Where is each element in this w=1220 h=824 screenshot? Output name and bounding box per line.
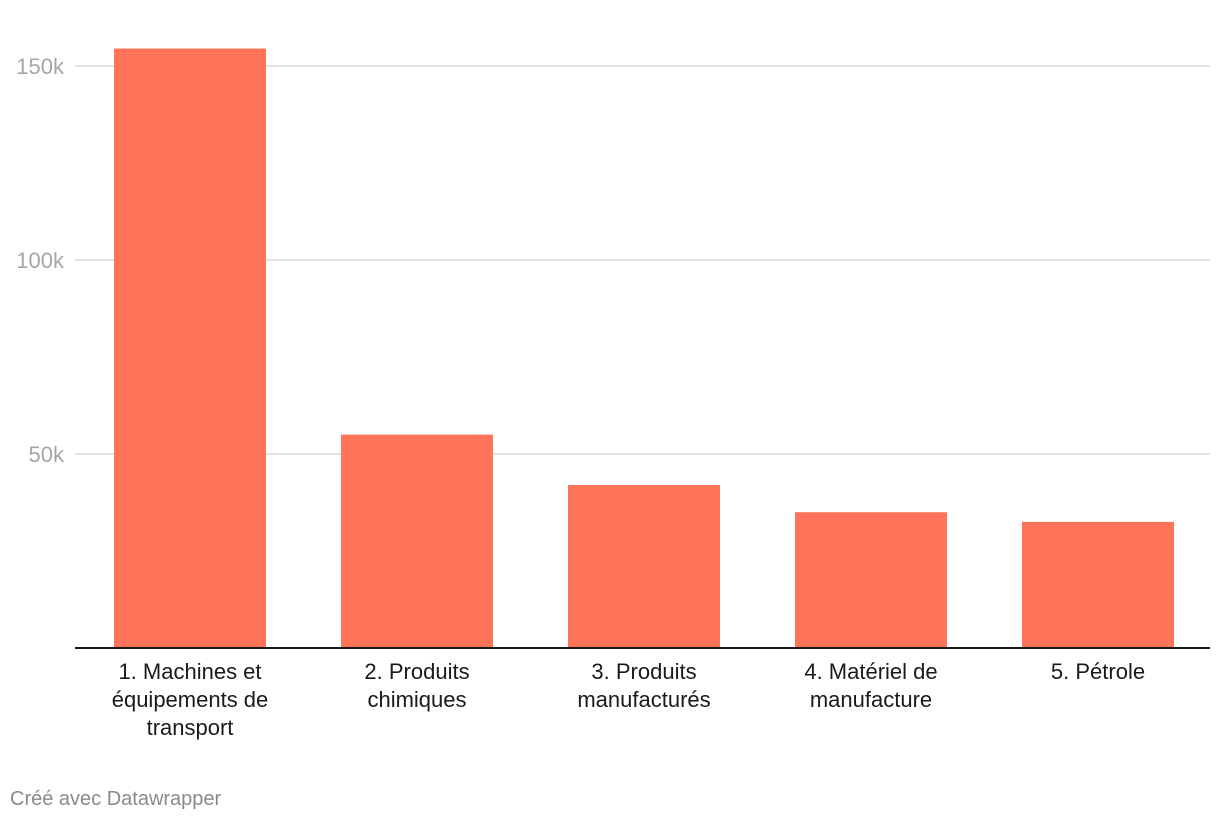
x-category-label: 3. Produits manufacturés: [577, 659, 710, 712]
x-category-label: 1. Machines et équipements de transport: [112, 659, 269, 740]
y-tick-label: 100k: [16, 248, 65, 273]
bar: [568, 485, 720, 648]
bar: [795, 512, 947, 648]
x-category-label: 2. Produits chimiques: [364, 659, 469, 712]
y-tick-label: 50k: [29, 442, 65, 467]
bar: [114, 48, 266, 649]
y-tick-label: 150k: [16, 54, 65, 79]
x-category-label: 4. Matériel de manufacture: [804, 659, 937, 712]
bar: [1022, 521, 1174, 648]
x-category-label: 5. Pétrole: [1051, 659, 1145, 684]
bars: [114, 48, 1174, 649]
bar-chart: 50k 100k 150k 1. Machines et équipements de…: [16, 48, 1210, 740]
category-labels: 1. Machines et équipements de transport 2. …: [112, 659, 1145, 740]
datawrapper-credit: Créé avec Datawrapper: [10, 788, 222, 810]
bar: [341, 434, 493, 648]
